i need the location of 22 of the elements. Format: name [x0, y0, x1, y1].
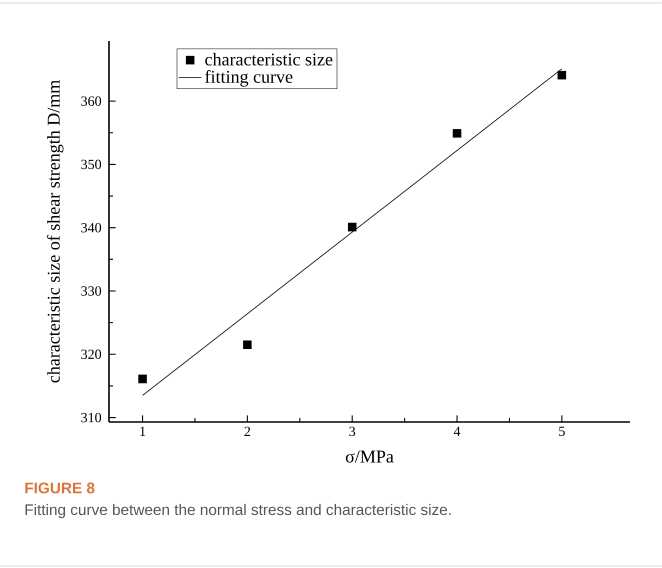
x-tick-label: 4: [454, 426, 460, 436]
x-axis-title: σ/MPa: [346, 450, 394, 463]
caption: FIGURE 8: [25, 482, 94, 494]
y-tick-label: 340: [81, 222, 102, 232]
text: Fitting curve between the normal stress and characteristic size.: [26, 504, 451, 518]
legend-label: fitting curve: [205, 70, 292, 87]
x-tick-label: 3: [349, 426, 356, 436]
x-tick-label: 5: [559, 426, 565, 436]
y-tick-label: 320: [81, 350, 102, 360]
y-tick-label: 360: [81, 96, 102, 106]
legend-label: characteristic size: [205, 52, 332, 66]
y-axis-title: characteristic size of shear strength D/mm: [46, 80, 64, 382]
point: [348, 222, 356, 232]
x-tick-label: 2: [244, 426, 250, 436]
x-tick-label: 1: [140, 426, 146, 436]
y-tick-label: 350: [81, 160, 102, 170]
point: [452, 129, 462, 138]
y-tick-label: 310: [81, 412, 102, 422]
point: [243, 340, 252, 350]
point: [558, 70, 566, 80]
point: [138, 374, 147, 384]
y-tick-label: 330: [81, 286, 102, 296]
